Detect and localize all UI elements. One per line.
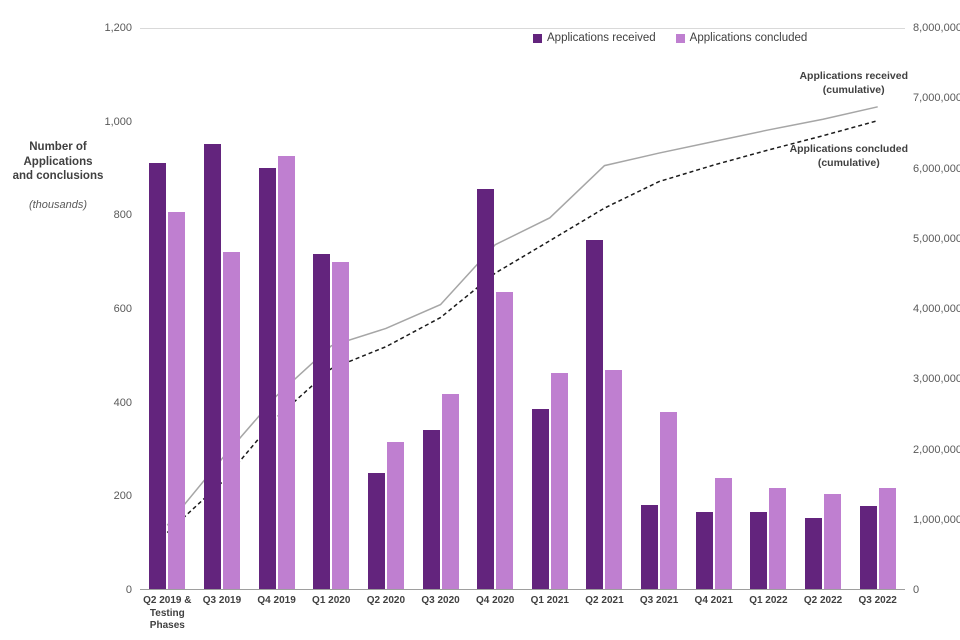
- left-axis-tick: 600: [113, 303, 132, 315]
- x-axis-label: Q3 2021: [639, 595, 679, 606]
- left-axis-tick: 200: [113, 490, 132, 503]
- right-axis-tick: 2,000,000: [913, 443, 960, 456]
- annotation-received-cumulative: Applications received (cumulative): [799, 70, 908, 97]
- bar-received: [805, 517, 823, 589]
- legend-swatch-received-icon: [533, 33, 542, 43]
- x-axis-label: Q3 2022: [858, 595, 897, 606]
- bar-concluded: [714, 478, 732, 589]
- left-axis-title-note: (thousands): [28, 198, 88, 211]
- left-axis: 1,200 1,000 800 600 400 200 0: [0, 22, 132, 596]
- bar-received: [695, 511, 713, 589]
- x-axis-label: Q2 2021: [585, 595, 624, 606]
- annotation-concluded-line1: Applications concluded: [789, 143, 908, 155]
- bar-received: [149, 162, 167, 589]
- x-axis-label: Q2 2019 & Testing Phases: [143, 595, 192, 631]
- annotation-received-line2: (cumulative): [822, 83, 885, 96]
- left-axis-tick: 1,200: [104, 22, 132, 34]
- right-axis: 8,000,000 7,000,000 6,000,000 5,000,000 4,00…: [913, 22, 960, 596]
- right-axis-tick: 8,000,000: [913, 22, 960, 34]
- legend: Applications received Applications concl…: [533, 32, 807, 44]
- x-axis-labels: Q2 2019 & Testing Phases Q3 2019 Q4 2019 Q1…: [140, 595, 905, 637]
- bar-received: [859, 505, 877, 589]
- bar-concluded: [824, 493, 842, 589]
- bar-received: [367, 472, 385, 589]
- left-axis-title: Number of Applications and conclusions (…: [2, 126, 114, 213]
- left-axis-tick: 1,000: [104, 115, 132, 128]
- cumulative-lines: [166, 106, 878, 534]
- x-axis-label: Q3 2019: [202, 595, 242, 606]
- right-axis-tick: 3,000,000: [913, 373, 960, 386]
- bar-concluded: [277, 155, 295, 589]
- x-axis-label: Q2 2020: [366, 595, 406, 606]
- x-axis-label: Q4 2021: [694, 595, 733, 606]
- bar-concluded: [441, 393, 459, 589]
- bar-received: [313, 254, 331, 589]
- right-axis-tick: 4,000,000: [913, 303, 960, 315]
- bar-concluded: [222, 251, 240, 589]
- bar-received: [750, 511, 768, 589]
- bar-concluded: [386, 442, 404, 589]
- left-axis-title-text: Number of Applications and conclusions: [12, 141, 104, 183]
- bar-received: [203, 144, 221, 589]
- legend-label-concluded: Applications concluded: [689, 32, 808, 44]
- bar-concluded: [550, 372, 568, 589]
- x-axis-label: Q1 2020: [312, 595, 351, 606]
- bar-concluded: [769, 488, 787, 589]
- left-axis-tick: 0: [125, 584, 132, 596]
- bar-concluded: [605, 370, 623, 589]
- legend-swatch-concluded-icon: [675, 33, 685, 43]
- legend-item-concluded: Applications concluded: [675, 32, 808, 44]
- x-axis-label: Q4 2019: [257, 595, 296, 606]
- bar-concluded: [332, 262, 350, 589]
- x-axis-label: Q3 2020: [421, 595, 460, 606]
- right-axis-tick: 5,000,000: [913, 232, 960, 245]
- bar-concluded: [878, 488, 896, 589]
- x-axis-label: Q1 2021: [530, 595, 569, 606]
- bar-received: [258, 167, 276, 589]
- bar-received: [641, 504, 659, 589]
- bar-concluded: [496, 291, 514, 589]
- bar-received: [422, 429, 440, 589]
- right-axis-tick: 6,000,000: [913, 162, 960, 175]
- x-axis-label: Q1 2022: [749, 595, 788, 606]
- right-axis-tick: 1,000,000: [913, 513, 960, 526]
- x-axis-label: Q4 2020: [475, 595, 515, 606]
- annotation-received-line1: Applications received: [799, 70, 908, 82]
- legend-item-received: Applications received: [533, 32, 656, 44]
- annotation-concluded-cumulative: Applications concluded (cumulative): [790, 143, 908, 170]
- left-axis-tick: 800: [113, 209, 132, 222]
- plot-area: [140, 28, 905, 590]
- bar-concluded: [660, 411, 678, 589]
- bar-concluded: [168, 212, 186, 589]
- bar-received: [477, 188, 495, 589]
- bar-received: [586, 240, 604, 589]
- x-axis-label: Q2 2022: [803, 595, 843, 606]
- annotation-concluded-line2: (cumulative): [817, 156, 880, 169]
- left-axis-tick: 400: [113, 396, 132, 409]
- bar-received: [531, 408, 549, 589]
- right-axis-tick: 0: [913, 584, 920, 596]
- legend-label-received: Applications received: [547, 32, 656, 44]
- right-axis-tick: 7,000,000: [913, 92, 960, 105]
